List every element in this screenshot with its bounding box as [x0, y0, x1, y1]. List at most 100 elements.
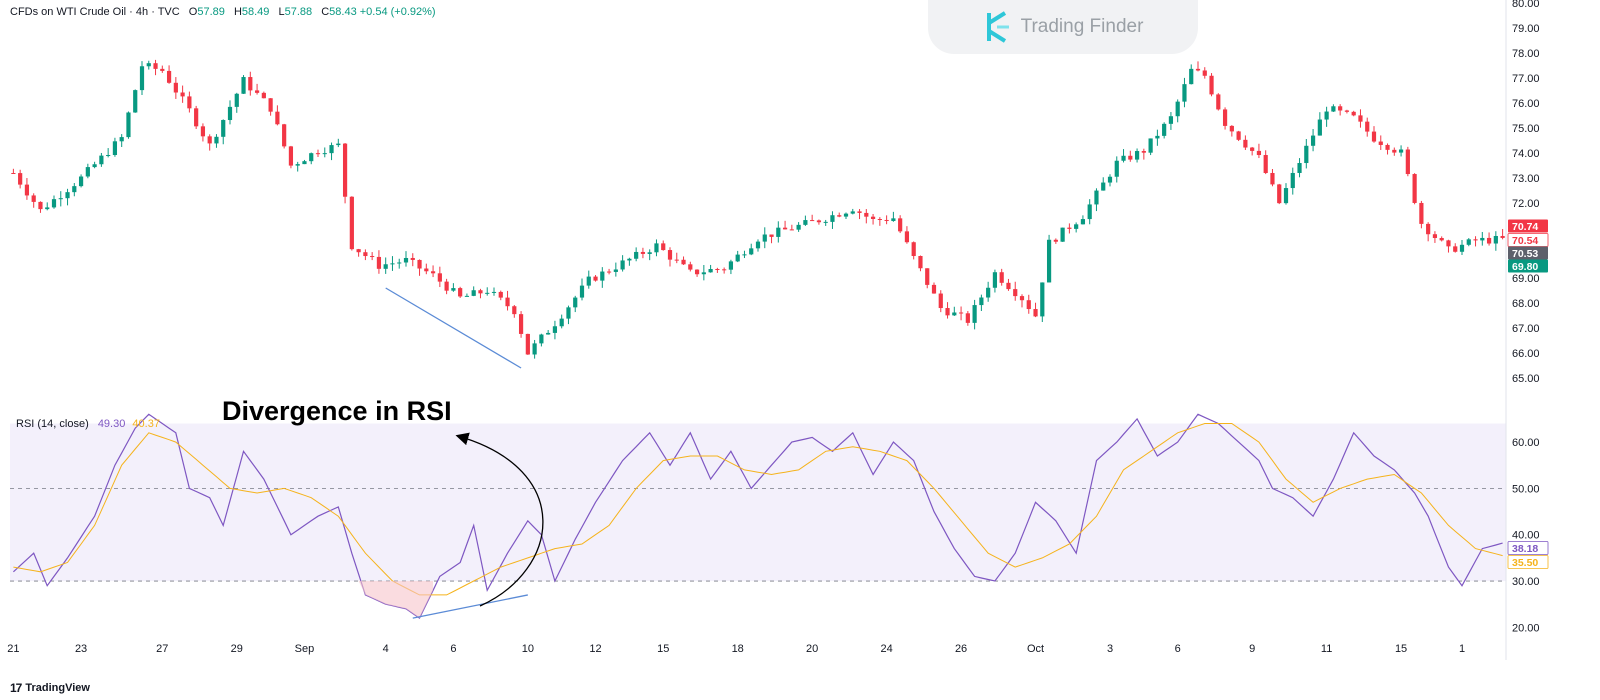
high-value: 58.49 [241, 6, 270, 18]
rsi-trendline [412, 594, 528, 619]
candle [701, 265, 706, 281]
price-divergence-line[interactable] [385, 287, 522, 369]
candle [1155, 129, 1160, 146]
rsi-line[interactable] [12, 413, 1503, 619]
candle [221, 119, 226, 145]
right-value-label: 70.53 [1508, 246, 1548, 260]
candle [1060, 227, 1065, 242]
candle [559, 314, 564, 329]
candle [342, 143, 348, 204]
candle [403, 251, 409, 267]
candle [972, 299, 977, 330]
candle [1459, 239, 1465, 255]
candle [160, 65, 165, 73]
candle [1398, 145, 1404, 157]
candle [1358, 109, 1363, 128]
time-tick-label: 1 [1459, 643, 1465, 655]
price-tick-label: 68.00 [1512, 298, 1540, 310]
candle [877, 217, 882, 226]
candle [1216, 93, 1221, 111]
candle [309, 152, 314, 165]
tradingview-logo-icon: 17 [10, 681, 22, 695]
candle [18, 169, 23, 189]
candle [24, 178, 30, 200]
time-tick-label: 4 [383, 643, 389, 655]
time-tick-label: 23 [75, 643, 87, 655]
candle [1134, 148, 1140, 163]
candle [1195, 61, 1201, 72]
rsi-tick-label: 30.00 [1512, 576, 1540, 588]
rsi-tick-label: 60.00 [1512, 437, 1540, 449]
time-tick-label: 18 [732, 643, 744, 655]
candle [898, 215, 903, 234]
candle [194, 105, 199, 130]
candle [1114, 156, 1119, 183]
time-tick-label: 27 [156, 643, 168, 655]
candle [1493, 231, 1498, 251]
candle [938, 290, 943, 313]
candle [850, 208, 855, 215]
candle [634, 247, 639, 262]
price-tick-label: 79.00 [1512, 23, 1540, 35]
candle [383, 257, 388, 274]
rsi-header: RSI (14, close) 49.30 40.37 [16, 418, 160, 430]
candle [1419, 200, 1424, 229]
time-tick-label: 9 [1249, 643, 1255, 655]
candle [1270, 169, 1275, 187]
candle [1053, 238, 1058, 244]
time-tick-label: Oct [1027, 643, 1044, 655]
candle [166, 65, 172, 84]
candle [830, 211, 835, 229]
candle [397, 258, 402, 269]
price-tick-label: 65.00 [1512, 373, 1540, 385]
rsi-title: RSI (14, close) [16, 418, 89, 430]
candle [1432, 231, 1438, 243]
candle [1466, 238, 1471, 247]
candle [681, 256, 686, 265]
rsi-ma-line[interactable] [13, 423, 1503, 596]
candle [45, 202, 50, 211]
rsi-divergence-line[interactable] [412, 594, 528, 619]
candle [891, 211, 896, 222]
low-label: L [278, 6, 285, 18]
right-value-label: 69.80 [1508, 259, 1548, 273]
candle [254, 83, 260, 95]
candle [112, 137, 118, 157]
candle [925, 268, 930, 289]
candle [1094, 188, 1099, 212]
candle [410, 253, 415, 267]
candle [1405, 146, 1410, 177]
candle [1426, 222, 1431, 242]
candle [1256, 143, 1262, 159]
rsi-ma-value: 40.37 [132, 418, 160, 430]
candle [498, 290, 503, 301]
right-value-label: 38.18 [1507, 541, 1549, 555]
candle [749, 243, 754, 256]
tradingview-footer[interactable]: 17 TradingView [10, 681, 90, 695]
candle [525, 333, 530, 355]
candle [288, 145, 294, 169]
candle [1243, 135, 1248, 151]
candle [424, 263, 429, 275]
candle [1310, 129, 1316, 152]
candle [728, 259, 734, 275]
candle [1277, 183, 1282, 205]
candle [126, 111, 131, 139]
svg-text:38.18: 38.18 [1512, 543, 1538, 555]
candle [1128, 150, 1133, 162]
candle [282, 123, 287, 149]
candle [958, 306, 964, 321]
candle [816, 219, 822, 225]
candle [1351, 110, 1356, 117]
candle [755, 239, 761, 252]
price-tick-label: 67.00 [1512, 323, 1540, 335]
svg-text:70.74: 70.74 [1512, 221, 1538, 233]
rsi-band [10, 423, 1506, 582]
candle [234, 92, 239, 113]
candle [241, 75, 246, 94]
candle [654, 239, 659, 257]
candle [518, 311, 524, 338]
candle [1080, 215, 1086, 225]
candle [742, 250, 747, 259]
